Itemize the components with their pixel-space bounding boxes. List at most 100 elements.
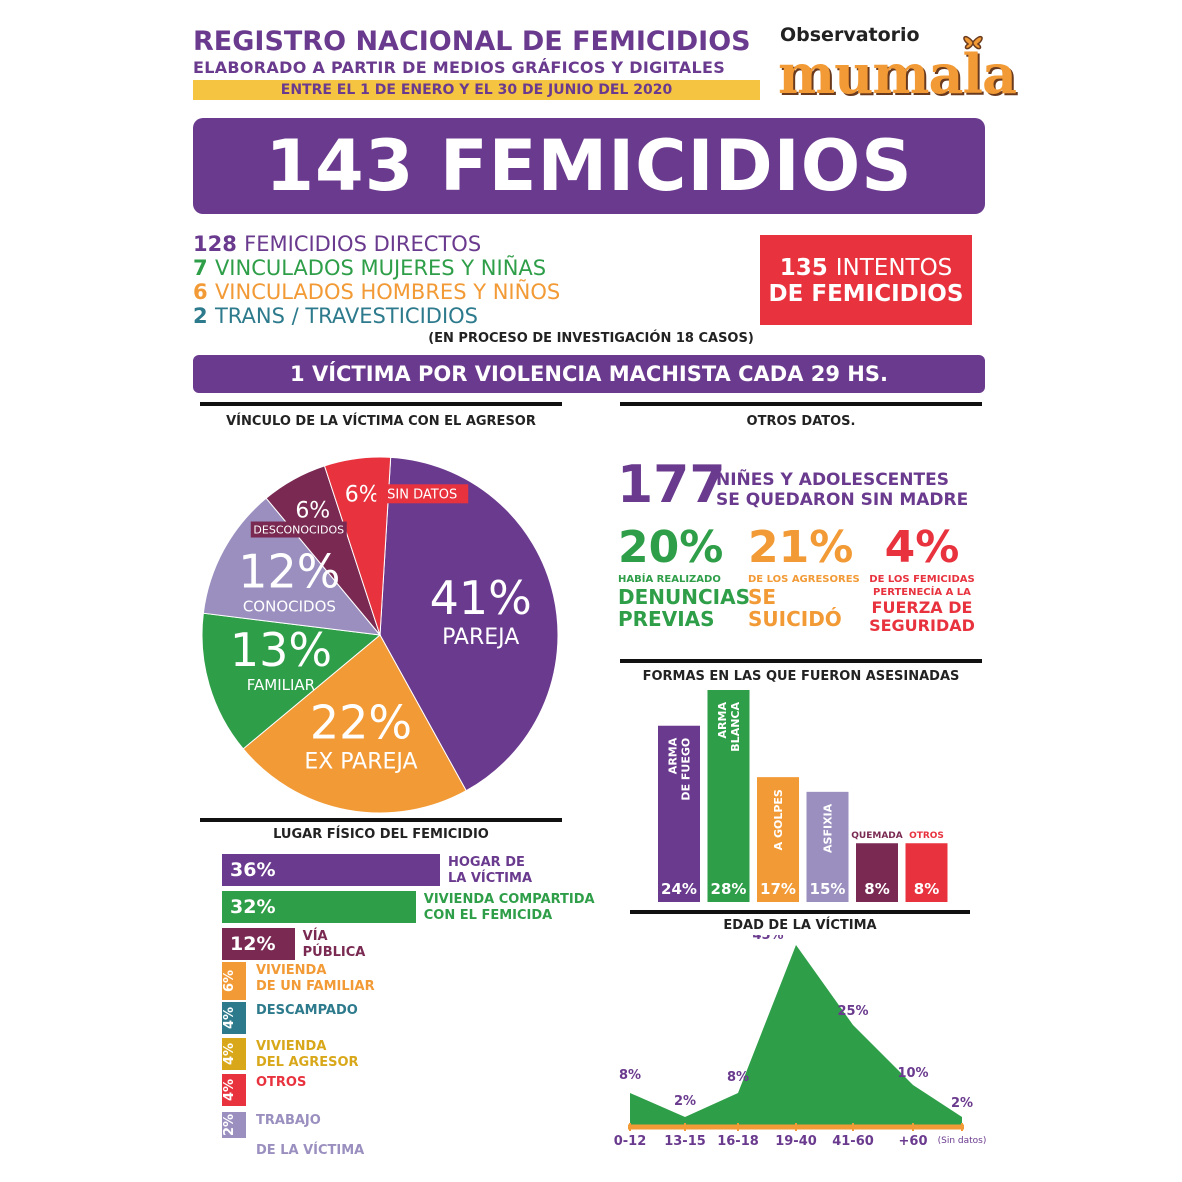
formas-value-label: 24%: [661, 880, 697, 898]
edad-title: EDAD DE LA VÍCTIMA: [723, 918, 877, 933]
stat-text: VINCULADOS MUJERES Y NIÑAS: [214, 256, 547, 280]
formas-value-label: 15%: [810, 880, 846, 898]
formas-cat-text: A GOLPES: [772, 789, 785, 850]
stat-text: FEMICIDIOS DIRECTOS: [244, 232, 482, 256]
edad-cat-label: +60: [899, 1134, 928, 1149]
lugar-bar-3: 6%: [222, 962, 246, 1000]
formas-cat-label: ARMA DE FUEGO: [667, 737, 693, 800]
edad-cat-label: (Sin datos): [938, 1136, 987, 1146]
pie-slice-sin-datos: [323, 456, 392, 636]
dato-small: HABÍA REALIZADO: [618, 574, 721, 585]
formas-bar-3: [806, 791, 849, 902]
huerfanos-line1: NIÑES Y ADOLESCENTES: [716, 470, 949, 490]
edad-value-label: 2%: [951, 1096, 973, 1111]
pie-cat-label: EX PAREJA: [304, 749, 417, 774]
formas-cat-label: OTROS: [909, 831, 944, 841]
pie-pct-label: 41%: [430, 571, 532, 625]
dato-denuncias: 20% HABÍA REALIZADO DENUNCIAS PREVIAS: [618, 522, 750, 631]
edad-cat-label: 19-40: [775, 1134, 817, 1149]
section-rule: [200, 818, 562, 822]
dato-strong-2: SUICIDÓ: [748, 607, 842, 631]
page-subtitle: ELABORADO A PARTIR DE MEDIOS GRÁFICOS Y …: [193, 58, 726, 77]
edad-area: [630, 945, 962, 1125]
edad-cat-label: 16-18: [717, 1134, 759, 1149]
formas-cat-label: QUEMADA: [851, 831, 902, 841]
pie-pct-label: 6%: [345, 482, 380, 507]
stat-num: 2: [193, 304, 208, 328]
dato-strong-1: SE: [748, 585, 777, 609]
pie-slice-conocidos: [202, 497, 382, 636]
total-femicidios-banner: 143 FEMICIDIOS: [193, 118, 985, 214]
lugar-label: VÍA PÚBLICA: [302, 929, 366, 960]
pie-chart: 41%PAREJA 22%EX PAREJA 13%FAMILIAR 12%CONOC…: [201, 456, 559, 814]
lugar-title: LUGAR FÍSICO DEL FEMICIDIO: [273, 827, 489, 842]
pie-slice-pareja: [379, 456, 559, 792]
section-rule: [630, 910, 970, 914]
dato-fuerza: 4% DE LOS FEMICIDAS PERTENECÍA A LA FUER…: [866, 522, 978, 635]
lugar-bar-4: 4%: [222, 1002, 246, 1034]
dato-small-2: PERTENECÍA A LA: [873, 587, 971, 598]
edad-value-label: 8%: [727, 1070, 749, 1085]
edad-value-label: 25%: [837, 1004, 868, 1019]
formas-cat-label: ARMA BLANCA: [716, 702, 742, 752]
lugar-label: VIVIENDA DEL AGRESOR: [256, 1039, 359, 1070]
formas-title: FORMAS EN LAS QUE FUERON ASESINADAS: [642, 669, 960, 684]
lugar-bar-1: 32%: [222, 891, 416, 923]
pie-cat-label: FAMILIAR: [247, 676, 315, 694]
edad-cat-label: 0-12: [614, 1134, 647, 1149]
edad-cat-label: 41-60: [832, 1134, 874, 1149]
logo-mumala: mumala: [778, 42, 1017, 106]
pie-label-bg: [250, 521, 347, 538]
formas-value-label: 8%: [864, 880, 889, 898]
huerfanos-text: NIÑES Y ADOLESCENTES SE QUEDARON SIN MAD…: [716, 470, 968, 510]
intentos-line1: INTENTOS: [835, 255, 953, 281]
edad-value-label: 8%: [619, 1068, 641, 1083]
stat-num: 7: [193, 256, 208, 280]
formas-cat-text: ASFIXIA: [822, 803, 835, 853]
pie-pct-label: 13%: [230, 623, 332, 677]
pie-cat-label: PAREJA: [442, 625, 519, 650]
formas-cat-text: DE FUEGO: [680, 738, 693, 801]
formas-cat-text: ARMA: [716, 702, 729, 739]
formas-cat-label: ASFIXIA: [822, 803, 835, 853]
lugar-bar-6: 4%: [222, 1074, 246, 1106]
formas-bar-4: [856, 843, 898, 902]
formas-cat-label: A GOLPES: [772, 789, 785, 850]
lugar-label: HOGAR DE LA VÍCTIMA: [448, 855, 533, 886]
formas-value-label: 8%: [914, 880, 939, 898]
stat-text: VINCULADOS HOMBRES Y NIÑOS: [214, 280, 561, 304]
dato-strong-2: PREVIAS: [618, 607, 715, 631]
stat-num: 6: [193, 280, 208, 304]
dato-strong-1: DENUNCIAS: [618, 585, 750, 609]
edad-value-label: 2%: [674, 1094, 696, 1109]
formas-bar-2: [757, 777, 799, 902]
lugar-bar-2: 12%: [222, 928, 295, 960]
dato-pct: 21%: [748, 522, 854, 573]
dato-small: DE LOS AGRESORES: [748, 574, 860, 585]
stat-vinculados-mujeres: 7 VINCULADOS MUJERES Y NIÑAS: [193, 256, 546, 280]
intentos-line2: DE FEMICIDIOS: [768, 281, 964, 307]
dato-suicidio: 21% DE LOS AGRESORES SE SUICIDÓ: [748, 522, 868, 630]
logo-observatorio: Observatorio: [780, 24, 920, 46]
lugar-bar-5: 4%: [222, 1038, 246, 1070]
pie-pct-label: 22%: [310, 695, 412, 749]
section-rule: [200, 402, 562, 406]
edad-cat-label: 13-15: [664, 1134, 706, 1149]
lugar-label: VIVIENDA DE UN FAMILIAR: [256, 963, 375, 994]
intentos-box: 135 INTENTOS DE FEMICIDIOS: [760, 235, 972, 325]
edad-value-label: 45%: [752, 935, 783, 943]
dato-strong-2: SEGURIDAD: [869, 616, 975, 635]
pie-cat-label: DESCONOCIDOS: [253, 524, 344, 537]
pie-slice-ex-pareja: [242, 634, 467, 814]
butterfly-icon: [963, 35, 983, 50]
stat-directos: 128 FEMICIDIOS DIRECTOS: [193, 232, 481, 256]
pie-pct-label: 12%: [238, 545, 340, 599]
stat-num: 128: [193, 232, 237, 256]
formas-cat-text: BLANCA: [729, 702, 742, 752]
edad-area-chart: 8% 2% 8% 45% 25% 10% 2% 0-12 13-15 16-18 19-40 41-6…: [614, 935, 987, 1149]
lugar-label: TRABAJO DE LA VÍCTIMA: [256, 1113, 365, 1158]
formas-value-label: 17%: [760, 880, 796, 898]
pie-cat-label: SIN DATOS: [387, 487, 457, 502]
stat-trans: 2 TRANS / TRAVESTICIDIOS: [193, 304, 478, 328]
date-range: ENTRE EL 1 DE ENERO Y EL 30 DE JUNIO DEL…: [193, 80, 760, 100]
